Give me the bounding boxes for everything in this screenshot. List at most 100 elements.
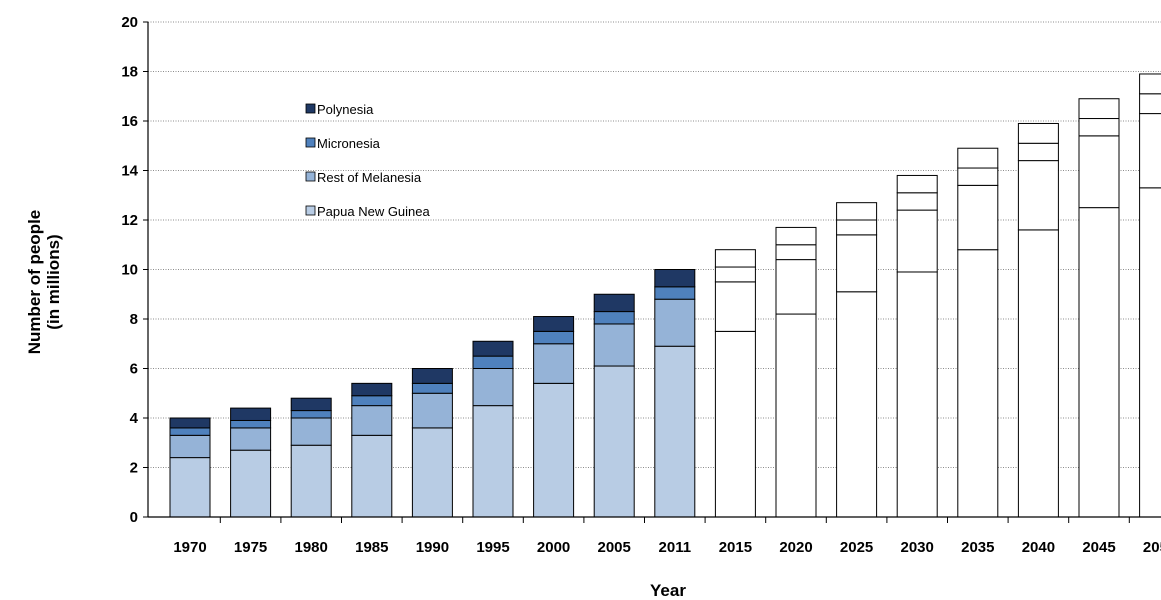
y-tick-label: 14: [121, 163, 138, 180]
bar-segment-polynesia: [957, 147, 999, 169]
bar-segment-rest-of-melanesia: [714, 281, 756, 332]
bar-segment-polynesia: [1139, 73, 1161, 95]
bar-segment-polynesia: [714, 249, 756, 268]
bar-segment-polynesia: [836, 202, 878, 221]
bar-segment-papua-new-guinea: [1139, 187, 1161, 518]
x-tick-label: 1980: [295, 539, 328, 556]
bar-segment-micronesia: [654, 286, 696, 300]
bar-segment-papua-new-guinea: [775, 313, 817, 518]
y-ticks: 0 2 4 6 8 10 12 14 16 18 20: [121, 14, 148, 526]
bar-segment-rest-of-melanesia: [654, 298, 696, 347]
y-tick-label: 16: [121, 113, 138, 130]
x-tick-label: 1975: [234, 539, 267, 556]
bar-segment-polynesia: [1078, 98, 1120, 120]
bar-segment-papua-new-guinea: [714, 330, 756, 518]
y-tick-label: 8: [130, 311, 138, 328]
bar-segment-rest-of-melanesia: [169, 434, 211, 459]
bar-segment-rest-of-melanesia: [1017, 160, 1059, 231]
bar-segment-polynesia: [472, 340, 514, 357]
bar-segment-micronesia: [1017, 142, 1059, 162]
y-axis-title-line-2: (in millions): [44, 234, 63, 329]
x-tick-label: 2025: [840, 539, 873, 556]
bar-segment-micronesia: [775, 244, 817, 261]
bar-segment-polynesia: [351, 382, 393, 397]
bar-segment-papua-new-guinea: [1017, 229, 1059, 518]
x-tick-label: 2020: [779, 539, 812, 556]
bar-segment-micronesia: [593, 311, 635, 325]
x-tick-label: 2030: [901, 539, 934, 556]
y-tick-label: 18: [121, 64, 138, 81]
bar-segment-papua-new-guinea: [533, 382, 575, 518]
bar-segment-papua-new-guinea: [957, 249, 999, 518]
x-tick-label: 2000: [537, 539, 570, 556]
bar-segment-polynesia: [230, 407, 272, 421]
bar-segment-micronesia: [1139, 93, 1161, 115]
bar-segment-rest-of-melanesia: [472, 368, 514, 407]
bar-segment-micronesia: [836, 219, 878, 236]
y-tick-label: 2: [130, 460, 138, 477]
x-tick-label: 1985: [355, 539, 388, 556]
bar-segment-papua-new-guinea: [1078, 207, 1120, 518]
bar-segment-micronesia: [230, 419, 272, 429]
y-tick-label: 20: [121, 14, 138, 31]
x-tick-label: 2011: [659, 539, 692, 556]
y-tick-label: 10: [121, 262, 138, 279]
x-tick-label: 1990: [416, 539, 449, 556]
bar-segment-micronesia: [957, 167, 999, 186]
y-tick-label: 0: [130, 509, 138, 526]
bar-segment-micronesia: [169, 427, 211, 436]
y-axis-title: Number of people (in millions): [25, 210, 63, 355]
legend-label: Micronesia: [317, 136, 381, 151]
bars: [169, 73, 1161, 518]
x-tick-label: 2040: [1022, 539, 1055, 556]
bar-segment-papua-new-guinea: [290, 444, 332, 518]
x-ticks: 1970 1975 1980 1985 1990 1995 2000 2005 2011 2015…: [173, 517, 1161, 556]
bar-segment-micronesia: [1078, 118, 1120, 137]
x-tick-label: 1995: [476, 539, 509, 556]
legend-swatch-rest-of-melanesia: [305, 171, 316, 182]
x-tick-label: 2015: [719, 539, 752, 556]
bar-segment-papua-new-guinea: [836, 291, 878, 518]
bar-segment-micronesia: [472, 355, 514, 369]
bar-segment-micronesia: [411, 382, 453, 394]
bar-segment-papua-new-guinea: [169, 457, 211, 518]
legend-label: Polynesia: [317, 102, 374, 117]
bar-segment-rest-of-melanesia: [836, 234, 878, 293]
bar-segment-rest-of-melanesia: [593, 323, 635, 367]
bar-segment-micronesia: [351, 395, 393, 407]
legend-label: Papua New Guinea: [317, 204, 431, 219]
y-axis-title-line-1: Number of people: [25, 210, 44, 355]
bar-segment-polynesia: [896, 174, 938, 194]
bar-segment-polynesia: [593, 293, 635, 313]
bar-segment-papua-new-guinea: [411, 427, 453, 518]
x-tick-label: 2005: [598, 539, 631, 556]
bar-segment-polynesia: [533, 316, 575, 332]
bar-segment-rest-of-melanesia: [411, 392, 453, 429]
bar-segment-papua-new-guinea: [472, 405, 514, 518]
y-tick-label: 4: [130, 410, 139, 427]
bar-segment-polynesia: [169, 417, 211, 429]
legend-swatch-papua-new-guinea: [305, 205, 316, 216]
bar-segment-rest-of-melanesia: [896, 209, 938, 273]
bar-segment-papua-new-guinea: [230, 449, 272, 518]
bar-segment-rest-of-melanesia: [957, 184, 999, 251]
bar-segment-rest-of-melanesia: [351, 405, 393, 436]
bar-segment-micronesia: [714, 266, 756, 283]
legend: Polynesia Micronesia Rest of Melanesia Papu…: [305, 102, 431, 219]
x-tick-label: 2045: [1082, 539, 1115, 556]
y-tick-label: 12: [121, 212, 138, 229]
bar-segment-papua-new-guinea: [896, 271, 938, 518]
bar-segment-rest-of-melanesia: [290, 417, 332, 446]
bar-segment-polynesia: [654, 269, 696, 288]
bar-segment-rest-of-melanesia: [1139, 113, 1161, 189]
bar-segment-rest-of-melanesia: [1078, 135, 1120, 209]
bar-segment-micronesia: [896, 192, 938, 211]
bar-segment-polynesia: [1017, 122, 1059, 144]
bar-segment-polynesia: [290, 397, 332, 412]
bar-segment-rest-of-melanesia: [230, 427, 272, 451]
x-tick-label: 2035: [961, 539, 994, 556]
bar-segment-papua-new-guinea: [351, 434, 393, 518]
bar-segment-rest-of-melanesia: [533, 343, 575, 384]
bar-segment-polynesia: [775, 226, 817, 246]
